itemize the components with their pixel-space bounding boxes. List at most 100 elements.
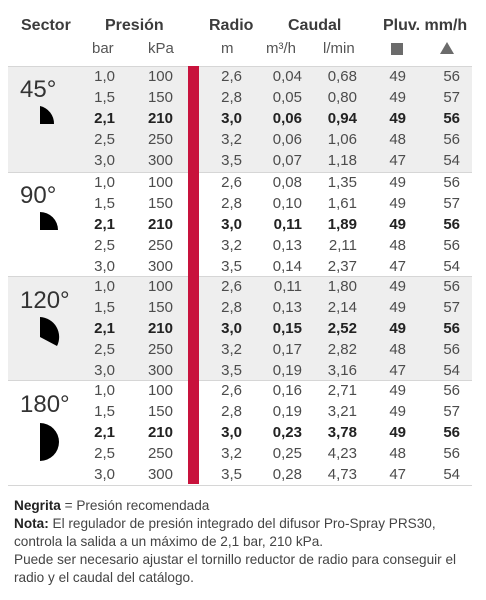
- cell-caudal-m3h: 0,06: [272, 110, 302, 127]
- cell-pluv-square: 49: [389, 89, 406, 106]
- cell-bar: 2,1: [94, 216, 115, 233]
- cell-caudal-lmin: 1,35: [327, 174, 357, 191]
- square-icon: [391, 43, 403, 55]
- cell-kpa: 210: [147, 424, 173, 441]
- cell-pluv-square: 48: [389, 445, 406, 462]
- cell-pluv-triangle: 54: [443, 466, 460, 483]
- cell-pluv-triangle: 56: [443, 341, 460, 358]
- cell-radio: 3,5: [221, 362, 242, 379]
- cell-caudal-m3h: 0,11: [273, 216, 302, 233]
- cell-pluv-square: 49: [389, 110, 406, 127]
- cell-caudal-lmin: 0,68: [327, 68, 357, 85]
- cell-kpa: 100: [147, 174, 173, 191]
- sector-120-icon: [40, 317, 60, 346]
- sector-band-45: [8, 66, 472, 172]
- cell-pluv-triangle: 56: [443, 237, 460, 254]
- cell-caudal-lmin: 2,82: [327, 341, 357, 358]
- sector-45-icon: [40, 106, 55, 124]
- cell-caudal-m3h: 0,07: [272, 152, 302, 169]
- cell-kpa: 300: [147, 362, 173, 379]
- cell-caudal-lmin: 2,11: [328, 237, 357, 254]
- cell-radio: 3,2: [221, 237, 242, 254]
- divider: [8, 380, 472, 381]
- unit-m: m: [221, 40, 234, 57]
- cell-kpa: 100: [147, 382, 173, 399]
- cell-bar: 2,1: [94, 424, 115, 441]
- cell-caudal-m3h: 0,14: [272, 258, 302, 275]
- cell-caudal-m3h: 0,04: [272, 68, 302, 85]
- cell-caudal-lmin: 1,18: [327, 152, 357, 169]
- cell-pluv-triangle: 56: [443, 382, 460, 399]
- cell-radio: 2,8: [221, 403, 242, 420]
- cell-pluv-triangle: 57: [443, 299, 460, 316]
- cell-pluv-triangle: 54: [443, 258, 460, 275]
- cell-bar: 1,0: [94, 278, 115, 295]
- divider: [8, 172, 472, 173]
- cell-kpa: 100: [147, 278, 173, 295]
- sector-label-180: 180°: [20, 391, 70, 418]
- cell-pluv-square: 49: [389, 174, 406, 191]
- cell-pluv-triangle: 56: [443, 68, 460, 85]
- cell-pluv-triangle: 56: [443, 174, 460, 191]
- triangle-icon: [440, 42, 454, 54]
- cell-radio: 2,6: [221, 382, 242, 399]
- cell-pluv-square: 47: [389, 152, 406, 169]
- cell-pluv-triangle: 57: [443, 403, 460, 420]
- cell-kpa: 300: [147, 466, 173, 483]
- note-negrita: Negrita = Presión recomendada: [14, 497, 476, 515]
- cell-caudal-lmin: 2,71: [327, 382, 357, 399]
- cell-kpa: 150: [147, 89, 173, 106]
- cell-pluv-triangle: 56: [443, 131, 460, 148]
- cell-radio: 2,6: [221, 278, 242, 295]
- cell-caudal-lmin: 0,80: [327, 89, 357, 106]
- cell-bar: 3,0: [94, 152, 115, 169]
- cell-bar: 3,0: [94, 258, 115, 275]
- cell-radio: 3,0: [221, 424, 242, 441]
- cell-bar: 2,1: [94, 110, 115, 127]
- cell-caudal-lmin: 1,61: [327, 195, 357, 212]
- cell-kpa: 300: [147, 258, 173, 275]
- notes: Negrita = Presión recomendada Nota: El r…: [14, 497, 476, 587]
- cell-caudal-lmin: 4,23: [327, 445, 357, 462]
- sector-band-120: [8, 276, 472, 380]
- unit-lmin: l/min: [323, 40, 355, 57]
- cell-bar: 2,5: [94, 131, 115, 148]
- cell-caudal-lmin: 3,78: [327, 424, 357, 441]
- unit-kpa: kPa: [148, 40, 174, 57]
- cell-pluv-triangle: 54: [443, 362, 460, 379]
- sector-label-45: 45°: [20, 76, 57, 103]
- cell-pluv-square: 47: [389, 466, 406, 483]
- cell-caudal-lmin: 1,80: [327, 278, 357, 295]
- cell-kpa: 150: [147, 195, 173, 212]
- cell-pluv-triangle: 56: [443, 278, 460, 295]
- cell-kpa: 250: [147, 237, 173, 254]
- cell-bar: 1,5: [94, 195, 115, 212]
- cell-bar: 1,5: [94, 403, 115, 420]
- cell-pluv-square: 47: [389, 362, 406, 379]
- cell-caudal-m3h: 0,25: [272, 445, 302, 462]
- cell-kpa: 300: [147, 152, 173, 169]
- cell-bar: 1,0: [94, 174, 115, 191]
- note-nota: Nota: El regulador de presión integrado …: [14, 515, 476, 551]
- cell-radio: 3,5: [221, 152, 242, 169]
- cell-bar: 1,0: [94, 382, 115, 399]
- cell-bar: 2,5: [94, 341, 115, 358]
- unit-bar: bar: [92, 40, 114, 57]
- cell-kpa: 210: [147, 216, 173, 233]
- radio-accent-bar: [188, 66, 199, 484]
- cell-pluv-square: 49: [389, 68, 406, 85]
- cell-caudal-m3h: 0,15: [272, 320, 302, 337]
- cell-caudal-m3h: 0,23: [272, 424, 302, 441]
- note-extra: Puede ser necesario ajustar el tornillo …: [14, 552, 457, 585]
- divider: [8, 66, 472, 67]
- cell-caudal-m3h: 0,13: [272, 237, 302, 254]
- cell-caudal-m3h: 0,10: [272, 195, 302, 212]
- nota-label: Nota:: [14, 516, 49, 531]
- header-sector: Sector: [21, 17, 71, 34]
- sector-180-icon: [40, 423, 59, 461]
- cell-kpa: 250: [147, 341, 173, 358]
- cell-bar: 3,0: [94, 362, 115, 379]
- cell-caudal-lmin: 1,89: [327, 216, 357, 233]
- sector-label-90: 90°: [20, 182, 57, 209]
- unit-m3h: m³/h: [266, 40, 296, 57]
